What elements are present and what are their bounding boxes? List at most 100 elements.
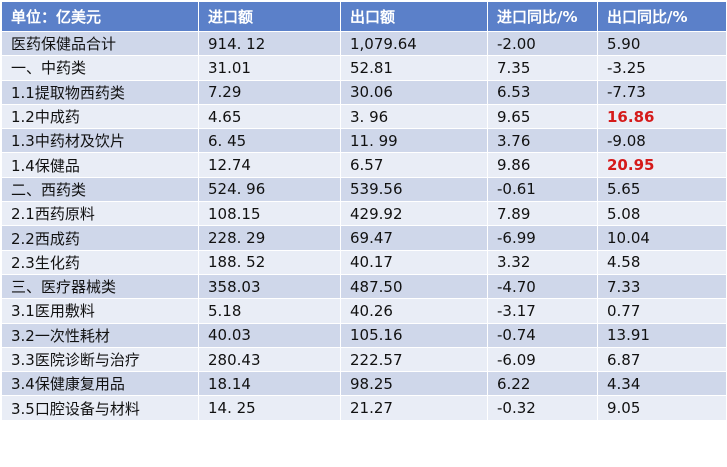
row-import: 14. 25 [198, 395, 341, 421]
row-import-yoy: -6.99 [487, 225, 598, 251]
row-import-yoy: 7.89 [487, 201, 598, 227]
row-export: 21.27 [340, 395, 488, 421]
row-category: 2.3生化药 [1, 249, 199, 275]
row-category: 一、中药类 [1, 55, 199, 81]
row-export-yoy: 0.77 [597, 298, 727, 324]
header-export: 出口额 [340, 1, 488, 32]
row-import-yoy: -0.61 [487, 176, 598, 203]
row-import: 108.15 [198, 201, 341, 227]
row-import: 6. 45 [198, 128, 341, 154]
row-export: 105.16 [340, 322, 488, 348]
row-export-yoy: -7.73 [597, 79, 727, 105]
row-export: 429.92 [340, 201, 488, 227]
table-row: 3.5口腔设备与材料 14. 25 21.27 -0.32 9.05 [1, 395, 727, 421]
row-import-yoy: -6.09 [487, 346, 598, 373]
row-export-yoy: 4.34 [597, 371, 727, 397]
row-import-yoy: -4.70 [487, 273, 598, 300]
table-row: 一、中药类 31.01 52.81 7.35 -3.25 [1, 55, 727, 81]
table-row: 1.2中成药 4.65 3. 96 9.65 16.86 [1, 103, 727, 130]
header-export-yoy: 出口同比/% [597, 1, 727, 32]
row-export-yoy: 10.04 [597, 225, 727, 251]
row-import-yoy: -3.17 [487, 298, 598, 324]
table-row: 3.2一次性耗材 40.03 105.16 -0.74 13.91 [1, 322, 727, 348]
header-row: 单位：亿美元 进口额 出口额 进口同比/% 出口同比/% [1, 1, 727, 32]
row-import-yoy: -0.32 [487, 395, 598, 421]
row-export-yoy: 9.05 [597, 395, 727, 421]
row-category: 三、医疗器械类 [1, 273, 199, 300]
row-export: 52.81 [340, 55, 488, 81]
row-import: 188. 52 [198, 249, 341, 275]
row-category: 2.2西成药 [1, 225, 199, 251]
row-import-yoy: 3.32 [487, 249, 598, 275]
table-row: 2.2西成药 228. 29 69.47 -6.99 10.04 [1, 225, 727, 251]
row-import-yoy: 9.86 [487, 152, 598, 178]
row-category: 3.1医用敷料 [1, 298, 199, 324]
row-import: 40.03 [198, 322, 341, 348]
table-row: 1.3中药材及饮片 6. 45 11. 99 3.76 -9.08 [1, 128, 727, 154]
row-import: 914. 12 [198, 30, 341, 57]
row-import: 4.65 [198, 103, 341, 130]
row-export: 30.06 [340, 79, 488, 105]
row-import: 5.18 [198, 298, 341, 324]
table-row: 3.1医用敷料 5.18 40.26 -3.17 0.77 [1, 298, 727, 324]
table-row: 1.1提取物西药类 7.29 30.06 6.53 -7.73 [1, 79, 727, 105]
row-import-yoy: 9.65 [487, 103, 598, 130]
row-export: 6.57 [340, 152, 488, 178]
row-export-yoy: 6.87 [597, 346, 727, 373]
row-category: 医药保健品合计 [1, 30, 199, 57]
row-export: 487.50 [340, 273, 488, 300]
row-import-yoy: 7.35 [487, 55, 598, 81]
row-import: 7.29 [198, 79, 341, 105]
row-export: 40.17 [340, 249, 488, 275]
row-export-yoy: 7.33 [597, 273, 727, 300]
row-export-yoy: 5.08 [597, 201, 727, 227]
table-row: 2.1西药原料 108.15 429.92 7.89 5.08 [1, 201, 727, 227]
row-import: 280.43 [198, 346, 341, 373]
row-category: 3.4保健康复用品 [1, 371, 199, 397]
row-export-yoy: -3.25 [597, 55, 727, 81]
row-import: 228. 29 [198, 225, 341, 251]
row-export: 539.56 [340, 176, 488, 203]
row-export-yoy: 5.90 [597, 30, 727, 57]
row-category: 3.2一次性耗材 [1, 322, 199, 348]
header-unit: 单位：亿美元 [1, 1, 199, 32]
row-export-yoy-highlight: 16.86 [597, 103, 727, 130]
row-export-yoy: -9.08 [597, 128, 727, 154]
row-category: 1.3中药材及饮片 [1, 128, 199, 154]
row-import: 12.74 [198, 152, 341, 178]
row-import-yoy: 6.53 [487, 79, 598, 105]
row-import-yoy: -2.00 [487, 30, 598, 57]
trade-table: 单位：亿美元 进口额 出口额 进口同比/% 出口同比/% 医药保健品合计 914… [1, 1, 727, 421]
table-row: 三、医疗器械类 358.03 487.50 -4.70 7.33 [1, 273, 727, 300]
row-import-yoy: 6.22 [487, 371, 598, 397]
row-import: 31.01 [198, 55, 341, 81]
header-import-yoy: 进口同比/% [487, 1, 598, 32]
row-export: 40.26 [340, 298, 488, 324]
table-row: 医药保健品合计 914. 12 1,079.64 -2.00 5.90 [1, 30, 727, 57]
row-export: 69.47 [340, 225, 488, 251]
row-category: 1.2中成药 [1, 103, 199, 130]
row-export: 3. 96 [340, 103, 488, 130]
row-category: 3.3医院诊断与治疗 [1, 346, 199, 373]
row-category: 1.4保健品 [1, 152, 199, 178]
row-import: 18.14 [198, 371, 341, 397]
table-row: 二、西药类 524. 96 539.56 -0.61 5.65 [1, 176, 727, 203]
row-category: 1.1提取物西药类 [1, 79, 199, 105]
table-row: 3.4保健康复用品 18.14 98.25 6.22 4.34 [1, 371, 727, 397]
row-category: 3.5口腔设备与材料 [1, 395, 199, 421]
row-category: 2.1西药原料 [1, 201, 199, 227]
table-row: 1.4保健品 12.74 6.57 9.86 20.95 [1, 152, 727, 178]
row-export: 1,079.64 [340, 30, 488, 57]
table-row: 2.3生化药 188. 52 40.17 3.32 4.58 [1, 249, 727, 275]
row-category: 二、西药类 [1, 176, 199, 203]
table-row: 3.3医院诊断与治疗 280.43 222.57 -6.09 6.87 [1, 346, 727, 373]
row-export: 11. 99 [340, 128, 488, 154]
row-import-yoy: -0.74 [487, 322, 598, 348]
row-export-yoy-highlight: 20.95 [597, 152, 727, 178]
row-export: 222.57 [340, 346, 488, 373]
row-export: 98.25 [340, 371, 488, 397]
row-export-yoy: 4.58 [597, 249, 727, 275]
row-export-yoy: 13.91 [597, 322, 727, 348]
row-import: 358.03 [198, 273, 341, 300]
row-import-yoy: 3.76 [487, 128, 598, 154]
